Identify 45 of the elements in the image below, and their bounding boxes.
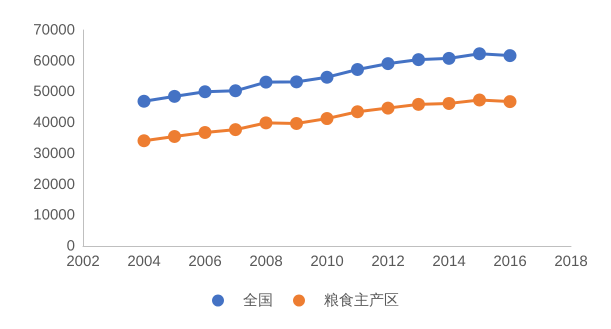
point <box>198 85 212 98</box>
y-tick-label: 10000 <box>33 206 75 224</box>
point <box>229 123 242 136</box>
point <box>168 130 181 143</box>
point <box>138 134 150 148</box>
x-tick-label: 2018 <box>554 253 588 270</box>
point <box>351 105 364 118</box>
x-tick-label: 2010 <box>310 253 344 270</box>
x-tick-label: 2002 <box>66 253 100 270</box>
point <box>320 112 334 126</box>
point <box>290 117 303 130</box>
legend-label: 全国 <box>243 292 273 309</box>
point <box>504 95 516 108</box>
point <box>198 126 212 139</box>
point <box>351 63 364 76</box>
x-tick-label: 2014 <box>432 253 466 270</box>
point <box>442 96 456 110</box>
point <box>260 76 272 89</box>
y-tick-label: 40000 <box>33 114 75 132</box>
legend-label: 粮食主产区 <box>324 292 399 309</box>
point <box>138 94 150 108</box>
y-tick-label: 70000 <box>33 22 75 38</box>
y-tick-label: 20000 <box>33 176 75 193</box>
point <box>168 90 181 103</box>
y-tick-label: 50000 <box>33 83 75 100</box>
x-tick-label: 2012 <box>371 253 405 270</box>
x-tick-label: 2008 <box>249 253 283 270</box>
point <box>320 70 334 84</box>
point <box>260 116 272 130</box>
x-tick-label: 2016 <box>493 253 527 270</box>
x-tick-label: 2004 <box>127 253 161 270</box>
point <box>473 94 486 107</box>
point <box>382 102 394 115</box>
y-tick-label: 0 <box>66 238 75 254</box>
y-tick-label: 60000 <box>33 52 75 70</box>
point <box>504 49 516 62</box>
point <box>412 98 425 111</box>
x-tick-label: 2006 <box>188 253 222 270</box>
y-tick-label: 30000 <box>33 144 75 162</box>
point <box>412 53 425 66</box>
point <box>442 52 456 65</box>
point <box>229 84 242 98</box>
point <box>382 57 394 70</box>
point <box>290 75 303 88</box>
point <box>473 47 486 60</box>
